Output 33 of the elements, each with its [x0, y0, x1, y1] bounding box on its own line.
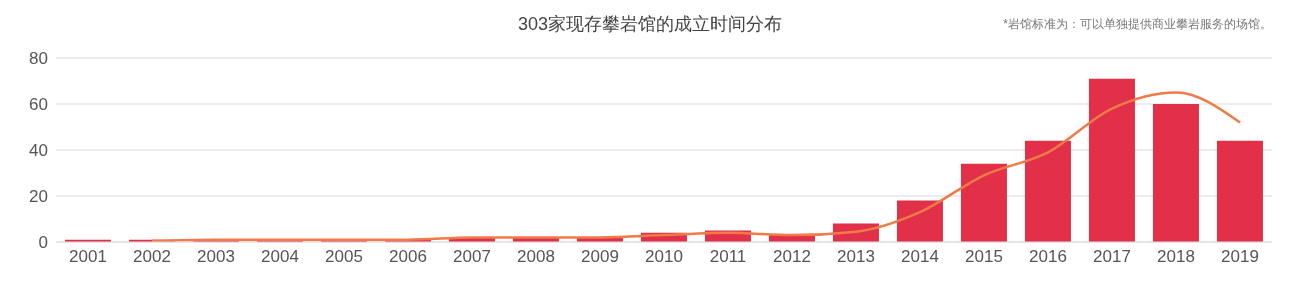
x-tick-label: 2015	[965, 247, 1003, 267]
y-tick-label: 20	[29, 187, 48, 207]
x-tick-label: 2014	[901, 247, 939, 267]
x-tick-label: 2016	[1029, 247, 1067, 267]
x-tick-label: 2012	[773, 247, 811, 267]
chart-title: 303家现存攀岩馆的成立时间分布	[517, 14, 783, 34]
bar	[1216, 140, 1263, 242]
x-tick-label: 2011	[709, 247, 747, 267]
y-tick-label: 80	[29, 49, 48, 69]
x-tick-label: 2013	[837, 247, 875, 267]
bar	[896, 200, 943, 242]
x-tick-label: 2010	[645, 247, 683, 267]
x-tick-label: 2003	[197, 247, 235, 267]
text: *岩馆标准为：可以单独提供商业攀岩服务的场馆。	[1003, 16, 1272, 33]
x-tick-label: 2001	[69, 247, 107, 267]
y-tick-label: 40	[29, 141, 48, 161]
bar	[1024, 140, 1071, 242]
x-tick-label: 2009	[581, 247, 619, 267]
bar	[1152, 104, 1199, 242]
x-tick-label: 2006	[389, 247, 427, 267]
x-tick-label: 2007	[453, 247, 491, 267]
x-tick-label: 2018	[1157, 247, 1195, 267]
x-tick-label: 2005	[325, 247, 363, 267]
y-tick-label: 0	[38, 233, 48, 253]
y-tick-label: 60	[29, 95, 48, 115]
x-tick-label: 2017	[1093, 247, 1131, 267]
x-tick-label: 2019	[1221, 247, 1259, 267]
x-tick-label: 2002	[133, 247, 171, 267]
bar	[1088, 78, 1135, 242]
x-tick-label: 2008	[517, 247, 555, 267]
x-tick-label: 2004	[261, 247, 299, 267]
line-series	[150, 91, 1242, 242]
bar	[960, 163, 1007, 242]
